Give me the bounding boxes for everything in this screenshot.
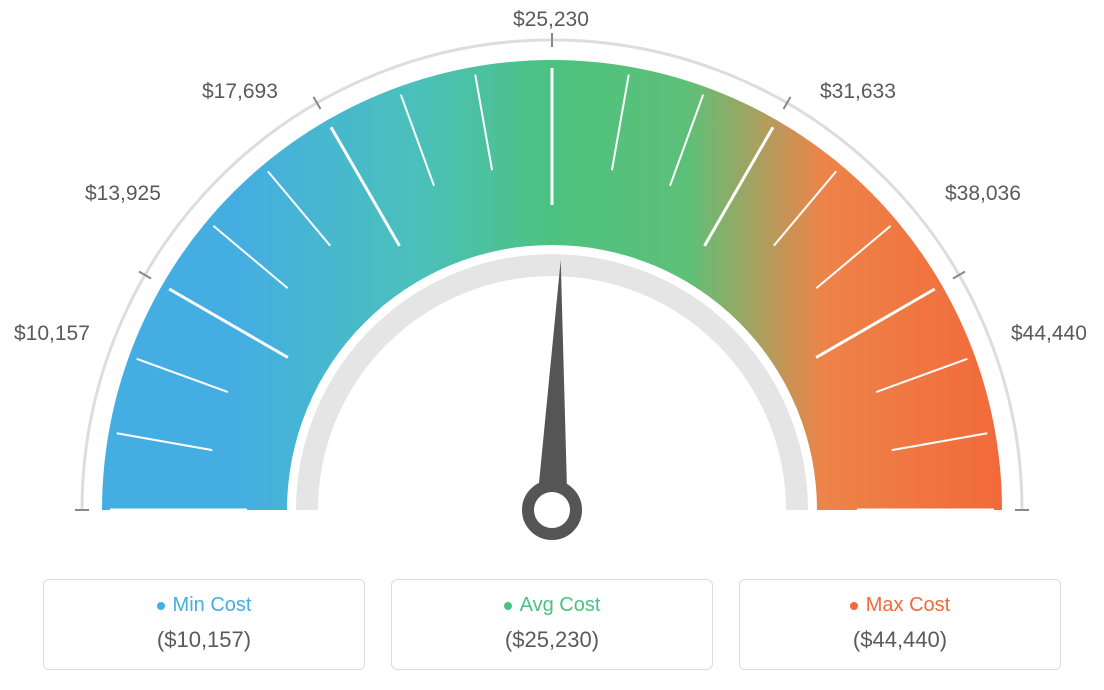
dot-icon <box>850 602 858 610</box>
gauge-area: $10,157 $13,925 $17,693 $25,230 $31,633 $38,0… <box>0 0 1104 555</box>
legend-value-min: ($10,157) <box>44 627 364 653</box>
legend-value-max: ($44,440) <box>740 627 1060 653</box>
dot-icon <box>504 602 512 610</box>
gauge-svg <box>0 0 1104 555</box>
gauge-tick-label: $17,693 <box>202 80 278 104</box>
gauge-tick-label: $31,633 <box>820 80 896 104</box>
legend-box-min: Min Cost ($10,157) <box>43 579 365 670</box>
legend-title-text: Max Cost <box>866 594 950 617</box>
legend-box-avg: Avg Cost ($25,230) <box>391 579 713 670</box>
legend-box-max: Max Cost ($44,440) <box>739 579 1061 670</box>
legend-title-avg: Avg Cost <box>392 594 712 617</box>
legend-title-min: Min Cost <box>44 594 364 617</box>
gauge-tick-label: $44,440 <box>1011 322 1087 346</box>
gauge-tick-label: $10,157 <box>14 322 90 346</box>
legend-value-avg: ($25,230) <box>392 627 712 653</box>
gauge-tick-label: $13,925 <box>85 182 161 206</box>
gauge-tick-label: $25,230 <box>513 8 589 32</box>
dot-icon <box>157 602 165 610</box>
gauge-tick-label: $38,036 <box>945 182 1021 206</box>
legend-title-text: Avg Cost <box>520 594 601 617</box>
gauge-chart-container: $10,157 $13,925 $17,693 $25,230 $31,633 $38,0… <box>0 0 1104 690</box>
legend-title-max: Max Cost <box>740 594 1060 617</box>
legend-title-text: Min Cost <box>173 594 252 617</box>
legend-row: Min Cost ($10,157) Avg Cost ($25,230) Ma… <box>0 579 1104 670</box>
